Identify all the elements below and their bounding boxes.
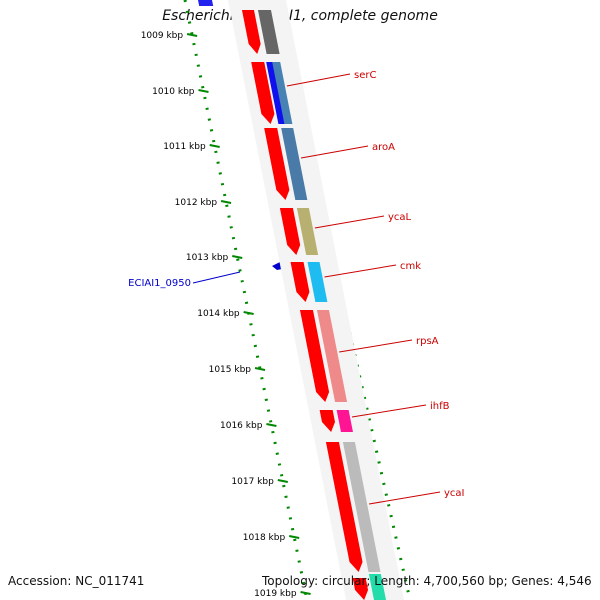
ruler-tick-label: 1012 kbp bbox=[175, 198, 218, 208]
gene-top-partial-blue[interactable] bbox=[198, 0, 214, 6]
cds-aroA[interactable] bbox=[264, 128, 290, 200]
ruler-tick-label: 1011 kbp bbox=[163, 142, 206, 152]
gene-leader-line bbox=[369, 491, 441, 505]
gene-leader-line bbox=[339, 339, 413, 353]
gene-ycaL[interactable] bbox=[296, 208, 319, 255]
gene-leader-line bbox=[351, 404, 427, 418]
ruler-tick bbox=[198, 89, 209, 93]
ruler-tick-label: 1014 kbp bbox=[197, 309, 240, 319]
ruler-tick-label: 1018 kbp bbox=[243, 533, 286, 543]
locus-label-ECIAI1_0950[interactable]: ECIAI1_0950 bbox=[128, 278, 191, 289]
ruler-tick bbox=[266, 423, 277, 427]
gene-label-ihfB[interactable]: ihfB bbox=[430, 401, 450, 412]
ruler-tick-label: 1017 kbp bbox=[231, 477, 274, 487]
cds-top-partial[interactable] bbox=[241, 10, 261, 54]
gene-ycaI[interactable] bbox=[342, 442, 381, 572]
gene-label-rpsA[interactable]: rpsA bbox=[416, 336, 439, 347]
ruler-tick bbox=[243, 311, 254, 315]
ruler-tick-label: 1015 kbp bbox=[209, 365, 252, 375]
ruler-tick-label: 1010 kbp bbox=[152, 87, 195, 97]
ruler-tick bbox=[209, 144, 220, 148]
ruler-tick-label: 1016 kbp bbox=[220, 421, 263, 431]
cds-serC[interactable] bbox=[251, 62, 275, 124]
accession-text: Accession: NC_011741 bbox=[8, 574, 145, 588]
ruler-tick bbox=[186, 33, 198, 37]
gene-label-cmk[interactable]: cmk bbox=[400, 261, 421, 272]
ruler-tick bbox=[220, 200, 232, 204]
cds-ihfB[interactable] bbox=[319, 410, 335, 432]
cds-ycaI[interactable] bbox=[325, 442, 363, 572]
cds-cmk[interactable] bbox=[290, 262, 310, 302]
gene-ihfB[interactable] bbox=[336, 410, 353, 432]
gene-rpsA[interactable] bbox=[316, 310, 348, 402]
gene-label-ycaL[interactable]: ycaL bbox=[388, 212, 412, 223]
gene-leader-line bbox=[286, 73, 351, 87]
gene-label-ycaI[interactable]: ycaI bbox=[444, 488, 465, 499]
gene-leader-line bbox=[300, 145, 369, 159]
gene-cmk[interactable] bbox=[307, 262, 328, 302]
gene-label-serC[interactable]: serC bbox=[354, 70, 376, 81]
gene-aroA[interactable] bbox=[281, 128, 308, 200]
gene-top-partial[interactable] bbox=[257, 10, 280, 54]
ruler-tick bbox=[277, 479, 288, 483]
ruler-tick-label: 1009 kbp bbox=[141, 31, 184, 41]
ruler-tick bbox=[254, 367, 266, 371]
locus-leader-line bbox=[192, 271, 241, 284]
cds-bottom-partial[interactable] bbox=[352, 578, 369, 600]
gene-serC-stripe[interactable] bbox=[266, 62, 285, 124]
cds-ycaL[interactable] bbox=[279, 208, 301, 255]
ruler-tick-label: 1013 kbp bbox=[186, 253, 229, 263]
gene-leader-line bbox=[324, 264, 397, 278]
ruler-tick-label: 1019 kbp bbox=[254, 589, 297, 599]
gene-bottom-partial[interactable] bbox=[368, 574, 386, 600]
gene-label-aroA[interactable]: aroA bbox=[372, 142, 395, 153]
cds-rpsA[interactable] bbox=[299, 310, 330, 402]
ruler-tick bbox=[232, 255, 243, 259]
ruler-tick bbox=[300, 591, 311, 595]
gene-leader-line bbox=[314, 215, 385, 229]
ruler-tick bbox=[288, 535, 300, 539]
genome-summary-text: Topology: circular; Length: 4,700,560 bp… bbox=[262, 574, 592, 588]
